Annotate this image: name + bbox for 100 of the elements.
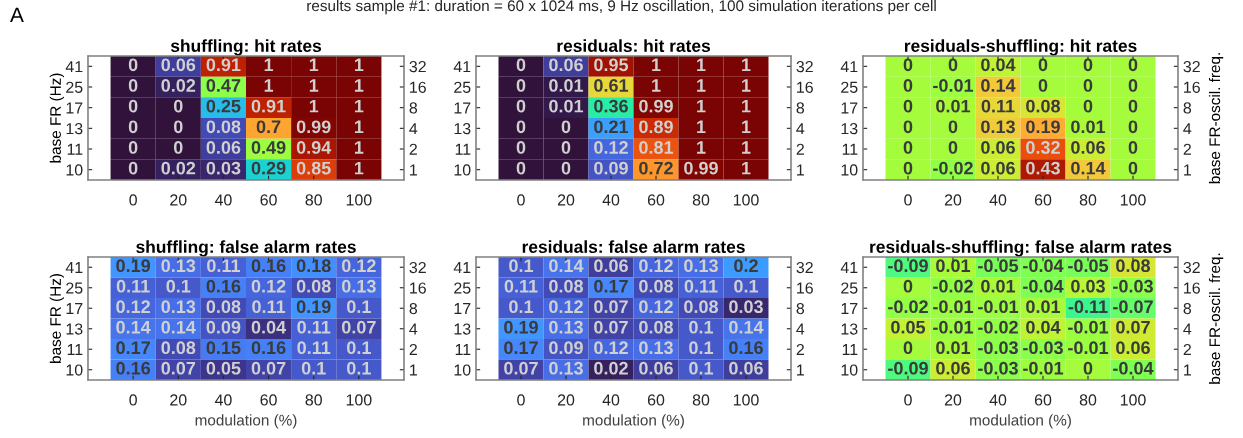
data-label: 1 xyxy=(264,79,274,92)
data-label: 0.2 xyxy=(734,259,758,273)
data-label: 0.01 xyxy=(936,259,971,273)
data-label: 0.95 xyxy=(594,58,629,72)
y2-tick-label: 32 xyxy=(1183,60,1200,73)
data-label: 1 xyxy=(309,58,319,71)
data-label: -0.01 xyxy=(1068,341,1109,355)
data-label: 0.08 xyxy=(206,300,241,314)
data-label: 0 xyxy=(561,141,571,154)
x-tick-label: 20 xyxy=(170,194,187,206)
data-label: 0 xyxy=(903,120,913,134)
data-label: 0.14 xyxy=(1071,161,1106,175)
y2-tick-label: 8 xyxy=(1183,302,1192,315)
x-tick-label: 0 xyxy=(129,194,137,206)
data-label: 0.17 xyxy=(504,341,538,355)
data-label: 0 xyxy=(1128,120,1138,134)
data-label: 0.06 xyxy=(981,161,1015,175)
data-label: 0.17 xyxy=(594,279,628,293)
y2-tick-label: 4 xyxy=(1183,323,1192,335)
data-label: 0.1 xyxy=(734,279,759,293)
data-label: 0.81 xyxy=(639,141,674,154)
data-label: 0 xyxy=(173,141,183,154)
data-label: 0.1 xyxy=(301,361,326,375)
y-tick-label: 13 xyxy=(841,323,858,335)
x-tick-label: 0 xyxy=(904,394,912,406)
data-label: 0.07 xyxy=(594,300,628,314)
data-label: 0.1 xyxy=(509,300,534,314)
data-label: 0.16 xyxy=(116,361,151,375)
data-label: 0.13 xyxy=(342,279,376,293)
data-label: 0.14 xyxy=(549,259,584,273)
data-label: 1 xyxy=(354,79,364,92)
x-tick-label: 0 xyxy=(517,194,525,206)
data-label: 1 xyxy=(742,141,751,154)
data-label: 0 xyxy=(1083,361,1093,375)
data-label: -0.01 xyxy=(933,320,974,334)
data-label: 0.29 xyxy=(251,161,286,175)
x-tick-label: 20 xyxy=(170,394,187,406)
data-label: 0 xyxy=(1128,79,1138,92)
data-label: 0.11 xyxy=(684,279,718,293)
y2-tick-label: 16 xyxy=(797,81,813,93)
data-label: -0.03 xyxy=(1023,341,1063,355)
data-label: 0.09 xyxy=(594,161,628,175)
y2-tick-label: 16 xyxy=(1184,282,1200,294)
y2-tick-label: 1 xyxy=(797,164,804,176)
data-label: 0.02 xyxy=(161,79,196,92)
y2-tick-label: 16 xyxy=(410,81,426,93)
data-label: 0.1 xyxy=(689,320,714,334)
data-label: 0.47 xyxy=(206,79,241,92)
y2-tick-label: 32 xyxy=(409,60,426,73)
y-tick-label: 25 xyxy=(454,81,471,93)
data-label: -0.02 xyxy=(888,300,928,314)
y2-tick-label: 8 xyxy=(796,302,805,315)
data-label: -0.05 xyxy=(978,259,1019,273)
data-label: 0.07 xyxy=(504,361,538,375)
data-label: 0.08 xyxy=(549,279,584,293)
x-tick-label: 20 xyxy=(944,394,962,406)
data-label: 0.19 xyxy=(504,320,538,334)
data-label: 0 xyxy=(516,141,526,154)
x-tick-label: 80 xyxy=(692,194,710,206)
y-tick-label: 11 xyxy=(842,143,858,155)
y-tick-label: 17 xyxy=(841,303,858,315)
data-label: 0.1 xyxy=(509,259,534,273)
data-label: 0.09 xyxy=(549,341,583,355)
data-label: 0 xyxy=(561,120,571,134)
data-label: 0.05 xyxy=(206,361,241,375)
data-label: 0.08 xyxy=(1116,259,1151,273)
data-label: 0.08 xyxy=(161,341,196,355)
data-label: 0.04 xyxy=(251,320,287,334)
y-axis-title: base FR (Hz) xyxy=(49,73,64,163)
data-label: -0.09 xyxy=(888,361,928,375)
data-label: 0.13 xyxy=(161,300,196,314)
x-tick-label: 20 xyxy=(557,194,575,206)
data-label: 0.08 xyxy=(1026,99,1061,113)
data-label: 0 xyxy=(1038,58,1048,72)
data-label: 0 xyxy=(948,141,958,154)
data-label: 0.99 xyxy=(296,120,331,134)
data-label: 0.91 xyxy=(206,58,241,72)
data-label: 0.06 xyxy=(594,259,628,273)
data-label: 0.07 xyxy=(161,361,196,375)
y-tick-label: 25 xyxy=(841,282,858,294)
data-label: 0.14 xyxy=(981,79,1016,92)
data-label: 1 xyxy=(309,99,319,113)
data-label: 0.04 xyxy=(981,58,1016,72)
data-label: -0.01 xyxy=(1068,320,1109,334)
data-label: 0.1 xyxy=(166,279,191,293)
data-label: 0.16 xyxy=(251,259,286,273)
data-label: 0.09 xyxy=(206,320,241,334)
y-tick-label: 41 xyxy=(840,262,858,274)
data-label: 0 xyxy=(1128,58,1138,72)
data-label: 0.12 xyxy=(639,300,673,314)
data-label: 1 xyxy=(742,161,751,175)
data-label: -0.01 xyxy=(933,300,974,314)
data-label: 0.04 xyxy=(1026,320,1061,334)
data-label: 0 xyxy=(516,120,526,134)
data-label: 0.08 xyxy=(206,120,241,134)
x-tick-label: 0 xyxy=(517,394,525,406)
y-tick-label: 25 xyxy=(66,282,83,294)
data-label: 0 xyxy=(128,58,138,72)
data-label: 0.21 xyxy=(594,120,629,134)
data-label: 0.07 xyxy=(251,361,286,375)
